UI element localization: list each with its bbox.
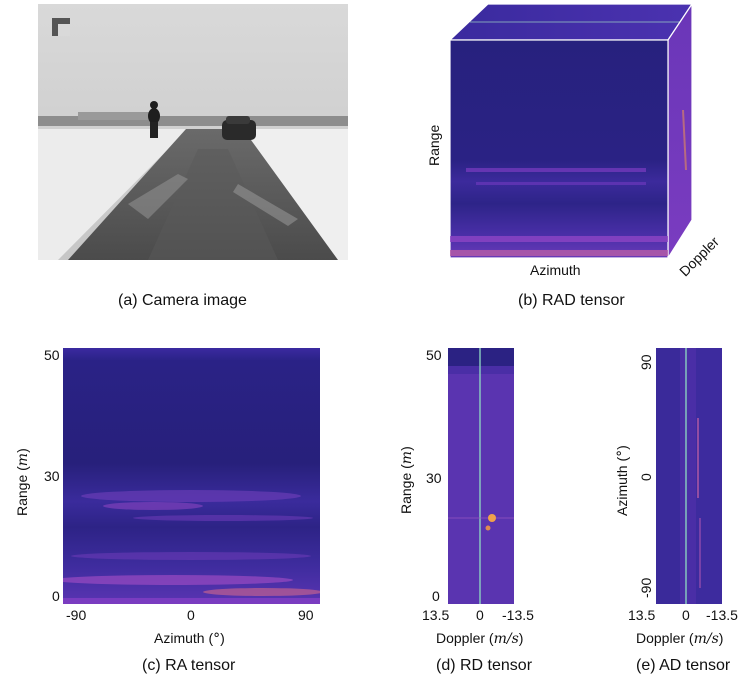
rd-ytick-0: 0	[432, 588, 440, 604]
rd-xtick-13.5: 13.5	[422, 607, 450, 623]
ra-xtick-90: 90	[298, 607, 314, 623]
rd-ytick-50: 50	[426, 347, 442, 363]
caption-e: (e) AD tensor	[636, 657, 731, 674]
ad-xtick-13.5: 13.5	[628, 607, 656, 623]
ra-ytick-0: 0	[52, 588, 60, 604]
camera-image	[38, 4, 348, 260]
rd-ylabel: Range (m)	[398, 446, 415, 514]
rad-azimuth-label: Azimuth	[530, 262, 581, 278]
ad-ytick-0: 0	[638, 473, 654, 481]
ad-ytick-90: 90	[638, 354, 654, 370]
ad-heatmap	[656, 348, 722, 604]
rd-xtick-0: 0	[476, 607, 484, 623]
ad-xtick-0: 0	[682, 607, 690, 623]
rad-cube	[446, 0, 716, 270]
ra-heatmap	[63, 348, 320, 604]
ra-xlabel: Azimuth (°)	[154, 630, 225, 647]
caption-b: (b) RAD tensor	[518, 292, 625, 309]
caption-c: (c) RA tensor	[142, 657, 236, 674]
ra-xtick-0: 0	[187, 607, 195, 623]
ra-ylabel: Range (m)	[14, 448, 31, 516]
ad-ytick-neg90: -90	[638, 577, 654, 598]
rd-xlabel: Doppler (m/s)	[436, 630, 524, 647]
ra-xtick-neg90: -90	[66, 607, 87, 623]
ad-ylabel: Azimuth (°)	[614, 445, 631, 516]
ra-ytick-30: 30	[44, 468, 60, 484]
caption-d: (d) RD tensor	[436, 657, 533, 674]
caption-a: (a) Camera image	[118, 292, 247, 309]
ad-xtick-neg13.5: -13.5	[706, 607, 738, 623]
ad-xlabel: Doppler (m/s)	[636, 630, 724, 647]
rad-range-label: Range	[426, 124, 442, 166]
ra-ytick-50: 50	[44, 347, 60, 363]
rd-ytick-30: 30	[426, 470, 442, 486]
rd-xtick-neg13.5: -13.5	[502, 607, 534, 623]
rd-heatmap	[448, 348, 514, 604]
